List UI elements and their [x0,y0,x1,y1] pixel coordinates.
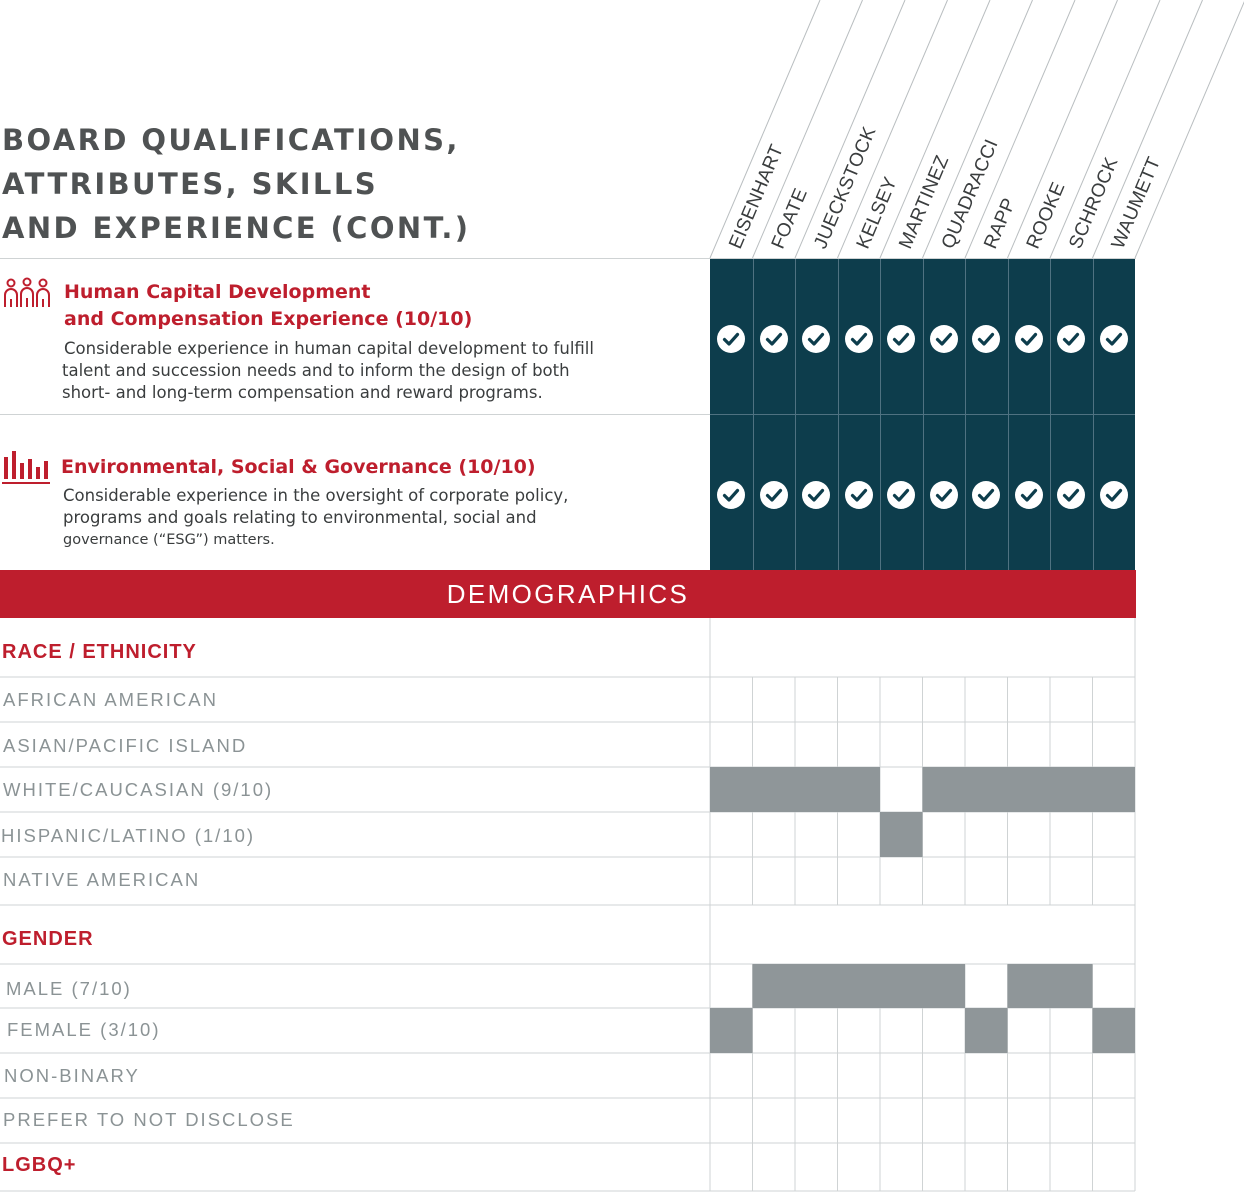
checkmark-icon [972,481,1001,509]
description-line: programs and goals relating to environme… [63,508,537,527]
checkmark-icon [1099,325,1128,353]
gender-row-label: PREFER TO NOT DISCLOSE [3,1109,295,1130]
title-line: BOARD QUALIFICATIONS, [2,123,460,157]
qualification-title-line: Environmental, Social & Governance (10/1… [61,456,536,478]
qualification-title-line: and Compensation Experience (10/10) [64,308,473,330]
description-line: talent and succession needs and to infor… [62,361,570,380]
checkmark-icon [929,481,958,509]
checkmark-icon [844,325,873,353]
demographic-fill-cell [880,812,923,857]
qualification-description: Considerable experience in human capital… [62,338,594,404]
demographic-fill-cell [965,1008,1008,1053]
demographic-fill-cell [880,964,923,1008]
race-row-label: AFRICAN AMERICAN [3,689,218,710]
race-ethnicity-heading: RACE / ETHNICITY [2,641,197,663]
qualification-title: Environmental, Social & Governance (10/1… [61,454,536,481]
demographic-fill-cell [837,964,880,1008]
checkmark-icon [887,325,916,353]
gender-row-label: MALE (7/10) [6,978,132,999]
grid-row-line [710,414,1135,415]
description-line: Considerable experience in the oversight… [63,486,569,505]
demographic-fill-cell [710,1008,753,1053]
bar-chart-icon [2,451,50,484]
race-row-label: HISPANIC/LATINO (1/10) [1,825,256,846]
qualification-human-capital: Human Capital Development and Compensati… [0,259,700,414]
header-guide-line [752,0,863,259]
qualification-check-grid [710,259,1135,570]
demographic-fill-cell [922,964,965,1008]
checkmark-icon [1057,481,1086,509]
checkmark-icon [717,481,746,509]
header-guide-line [709,0,821,259]
demographic-fill-cell [1050,964,1093,1008]
demographic-fill-cell [752,964,795,1008]
checkmark-icon [1099,481,1128,509]
qualification-title: Human Capital Development and Compensati… [64,279,472,333]
header-guide-line [794,0,906,259]
checkmark-icon [1057,325,1086,353]
gender-row-label: NON-BINARY [4,1065,140,1086]
description-line: governance (“ESG”) matters. [63,532,275,548]
header-guide-line [1092,0,1203,259]
checkmark-icon [1014,481,1043,509]
gender-heading: GENDER [2,928,94,950]
director-header: EISENHARTFOATEJUECKSTOCKKELSEYMARTINEZQU… [709,0,1244,259]
checkmark-icon [759,325,788,353]
people-group-icon [4,277,50,307]
checkmark-icon [887,481,916,509]
checkmark-icon [972,325,1001,353]
lgbq-heading: LGBQ+ [2,1154,77,1176]
description-line: short- and long-term compensation and re… [62,383,543,402]
header-guide-line [837,0,948,259]
demographic-fill-cell [837,767,880,812]
separator [0,258,1136,259]
header-guide-line [1007,0,1118,259]
demographic-fill-cell [710,767,753,812]
demographic-fill-cell [1092,1008,1135,1053]
qualification-title-line: Human Capital Development [64,281,371,303]
demographic-fill-cell [795,964,838,1008]
separator [0,414,710,415]
title-line: AND EXPERIENCE (CONT.) [2,211,471,245]
demographic-fill-cell [965,767,1008,812]
demographic-fill-cell [1007,767,1050,812]
description-line: Considerable experience in human capital… [64,339,594,358]
qualification-esg: Environmental, Social & Governance (10/1… [0,415,700,570]
qualification-description: Considerable experience in the oversight… [63,485,568,551]
header-guide-line [879,0,991,259]
checkmark-icon [802,325,831,353]
header-guide-line [922,0,1033,259]
checkmark-icon [929,325,958,353]
header-guide-line [1049,0,1161,259]
demographic-fill-cell [1092,767,1135,812]
gender-row-label: FEMALE (3/10) [7,1019,161,1040]
checkmark-icon [802,481,831,509]
demographic-fill-cell [752,767,795,812]
demographic-fill-cell [1050,767,1093,812]
race-row-label: NATIVE AMERICAN [3,869,201,890]
page-title: BOARD QUALIFICATIONS, ATTRIBUTES, SKILLS… [2,118,470,250]
header-guide-line [1134,1,1244,259]
checkmark-icon [759,481,788,509]
header-guide-line [964,0,1076,259]
demographics-heading: DEMOGRAPHICS [0,570,1136,618]
checkmark-icon [1014,325,1043,353]
race-row-label: WHITE/CAUCASIAN (9/10) [3,779,274,800]
checkmark-icon [717,325,746,353]
race-row-label: ASIAN/PACIFIC ISLAND [3,735,248,756]
checkmark-icon [844,481,873,509]
demographic-fill-cell [922,767,965,812]
demographic-fill-cell [795,767,838,812]
demographic-fill-cell [1007,964,1050,1008]
title-line: ATTRIBUTES, SKILLS [2,167,378,201]
